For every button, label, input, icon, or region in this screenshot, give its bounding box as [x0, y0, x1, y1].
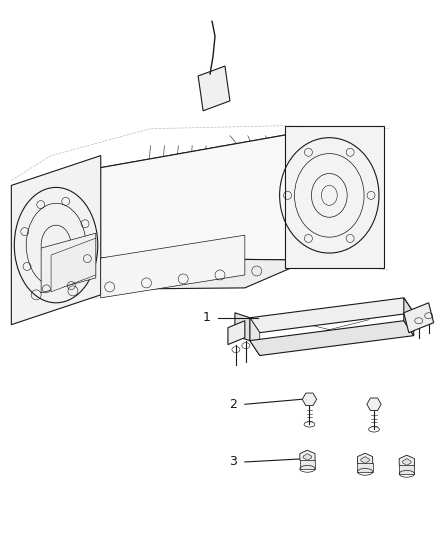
Polygon shape	[285, 126, 384, 268]
Polygon shape	[250, 321, 414, 356]
Polygon shape	[300, 450, 315, 464]
Polygon shape	[399, 465, 414, 474]
Polygon shape	[250, 298, 414, 333]
Polygon shape	[361, 457, 369, 463]
Polygon shape	[302, 393, 317, 406]
Text: 1: 1	[202, 311, 210, 324]
Polygon shape	[31, 258, 309, 290]
Polygon shape	[367, 398, 381, 410]
Polygon shape	[300, 461, 315, 469]
Polygon shape	[31, 131, 309, 200]
Polygon shape	[357, 463, 373, 472]
Polygon shape	[228, 321, 245, 345]
Polygon shape	[31, 168, 96, 290]
Polygon shape	[198, 66, 230, 111]
Polygon shape	[235, 313, 250, 341]
Text: 2: 2	[229, 398, 237, 411]
Polygon shape	[404, 303, 434, 333]
Polygon shape	[101, 235, 245, 298]
Polygon shape	[41, 233, 96, 293]
Polygon shape	[51, 238, 96, 292]
Polygon shape	[399, 455, 414, 469]
Polygon shape	[403, 458, 411, 465]
Polygon shape	[303, 454, 312, 461]
Polygon shape	[250, 318, 260, 356]
Polygon shape	[357, 453, 373, 467]
Text: 3: 3	[229, 456, 237, 469]
Polygon shape	[96, 131, 309, 260]
Polygon shape	[404, 298, 414, 336]
Polygon shape	[11, 156, 101, 325]
